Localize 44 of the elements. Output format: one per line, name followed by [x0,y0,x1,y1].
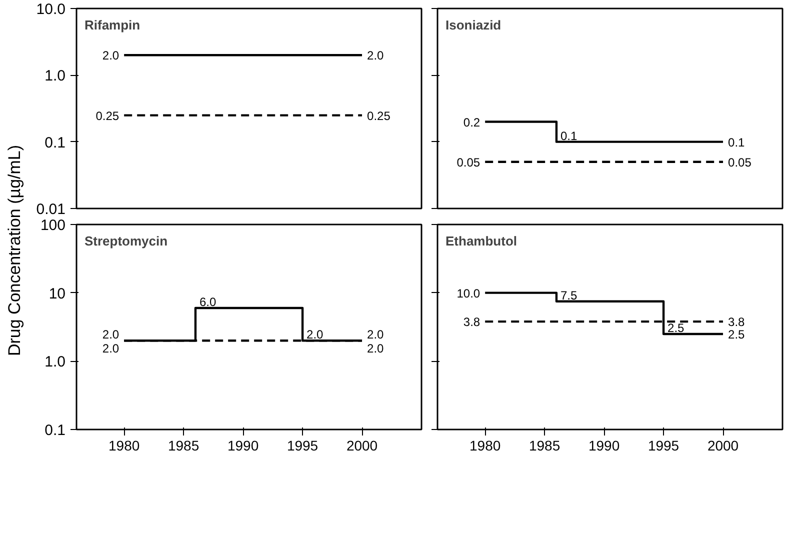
data-label: 3.8 [728,315,746,330]
data-label: 2.0 [102,342,120,356]
x-tick-label: 2000 [707,438,739,454]
data-label: 2.0 [367,342,384,356]
y-tick-label: 0.1 [44,422,66,439]
x-tick-label: 2000 [346,438,378,454]
data-label: 2.5 [728,327,746,342]
data-label: 2.0 [102,48,120,63]
text: Rifampin [84,18,140,32]
data-label: 2.0 [306,328,324,342]
y-tick-label: 10 [48,285,66,302]
data-label: 3.8 [463,315,480,330]
data-label: 2.0 [367,48,384,63]
x-tick-label: 1985 [528,438,560,454]
text: Ethambutol [446,234,517,248]
data-label: 0.05 [456,155,480,170]
x-tick-label: 1990 [588,438,620,454]
text: Streptomycin [84,234,168,248]
x-tick-label: 1990 [227,438,259,454]
data-label: 10.0 [456,286,480,300]
data-label: 2.0 [102,328,120,342]
text: Isoniazid [446,18,502,32]
y-tick-label: 1.0 [44,68,66,85]
y-tick-label: 10.0 [36,1,66,18]
x-tick-label: 1980 [108,438,140,454]
y-tick-label: 0.01 [36,201,66,218]
data-label: 0.05 [728,155,752,170]
data-label: 0.1 [728,135,746,150]
data-label: 0.2 [463,115,480,130]
x-tick-label: 1985 [168,438,200,454]
x-tick-label: 1980 [470,438,501,454]
data-label: 6.0 [199,294,216,309]
y-tick-label: 0.1 [44,134,66,152]
data-label: 2.0 [367,328,384,342]
y-tick-label: 100 [40,217,66,234]
x-tick-label: 1995 [648,438,680,454]
data-label: 7.5 [560,288,578,302]
data-label: 0.25 [96,108,120,123]
x-tick-label: 1995 [286,438,318,454]
y-axis-title: Drug Concentration (µg/mL) [5,144,24,356]
data-label: 0.25 [367,108,391,123]
data-label: 2.5 [668,320,685,335]
y-tick-label: 1.0 [44,354,66,371]
data-label: 0.1 [560,128,578,143]
